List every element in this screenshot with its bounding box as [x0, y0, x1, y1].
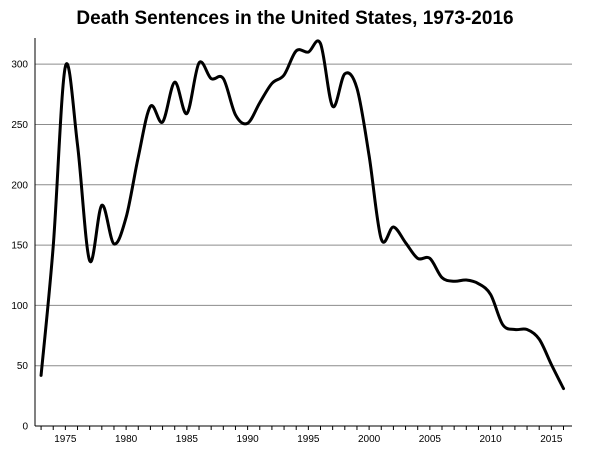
x-tick-label: 1995 [297, 434, 320, 445]
y-tick-label: 100 [11, 301, 28, 312]
x-tick-label: 1980 [115, 434, 138, 445]
y-tick-label: 250 [11, 120, 28, 131]
x-tick-label: 2005 [419, 434, 442, 445]
y-tick-label: 150 [11, 241, 28, 252]
y-tick-label: 50 [17, 361, 29, 372]
y-tick-label: 300 [11, 60, 28, 71]
y-tick-label: 200 [11, 180, 28, 191]
x-tick-label: 2010 [479, 434, 502, 445]
chart-title: Death Sentences in the United States, 19… [76, 8, 514, 29]
x-tick-label: 2015 [540, 434, 563, 445]
x-tick-label: 1985 [176, 434, 199, 445]
x-tick-label: 1990 [236, 434, 259, 445]
series-line-0 [39, 39, 565, 391]
x-tick-label: 2000 [358, 434, 381, 445]
y-tick-label: 0 [22, 422, 28, 433]
x-tick-label: 1975 [54, 434, 77, 445]
